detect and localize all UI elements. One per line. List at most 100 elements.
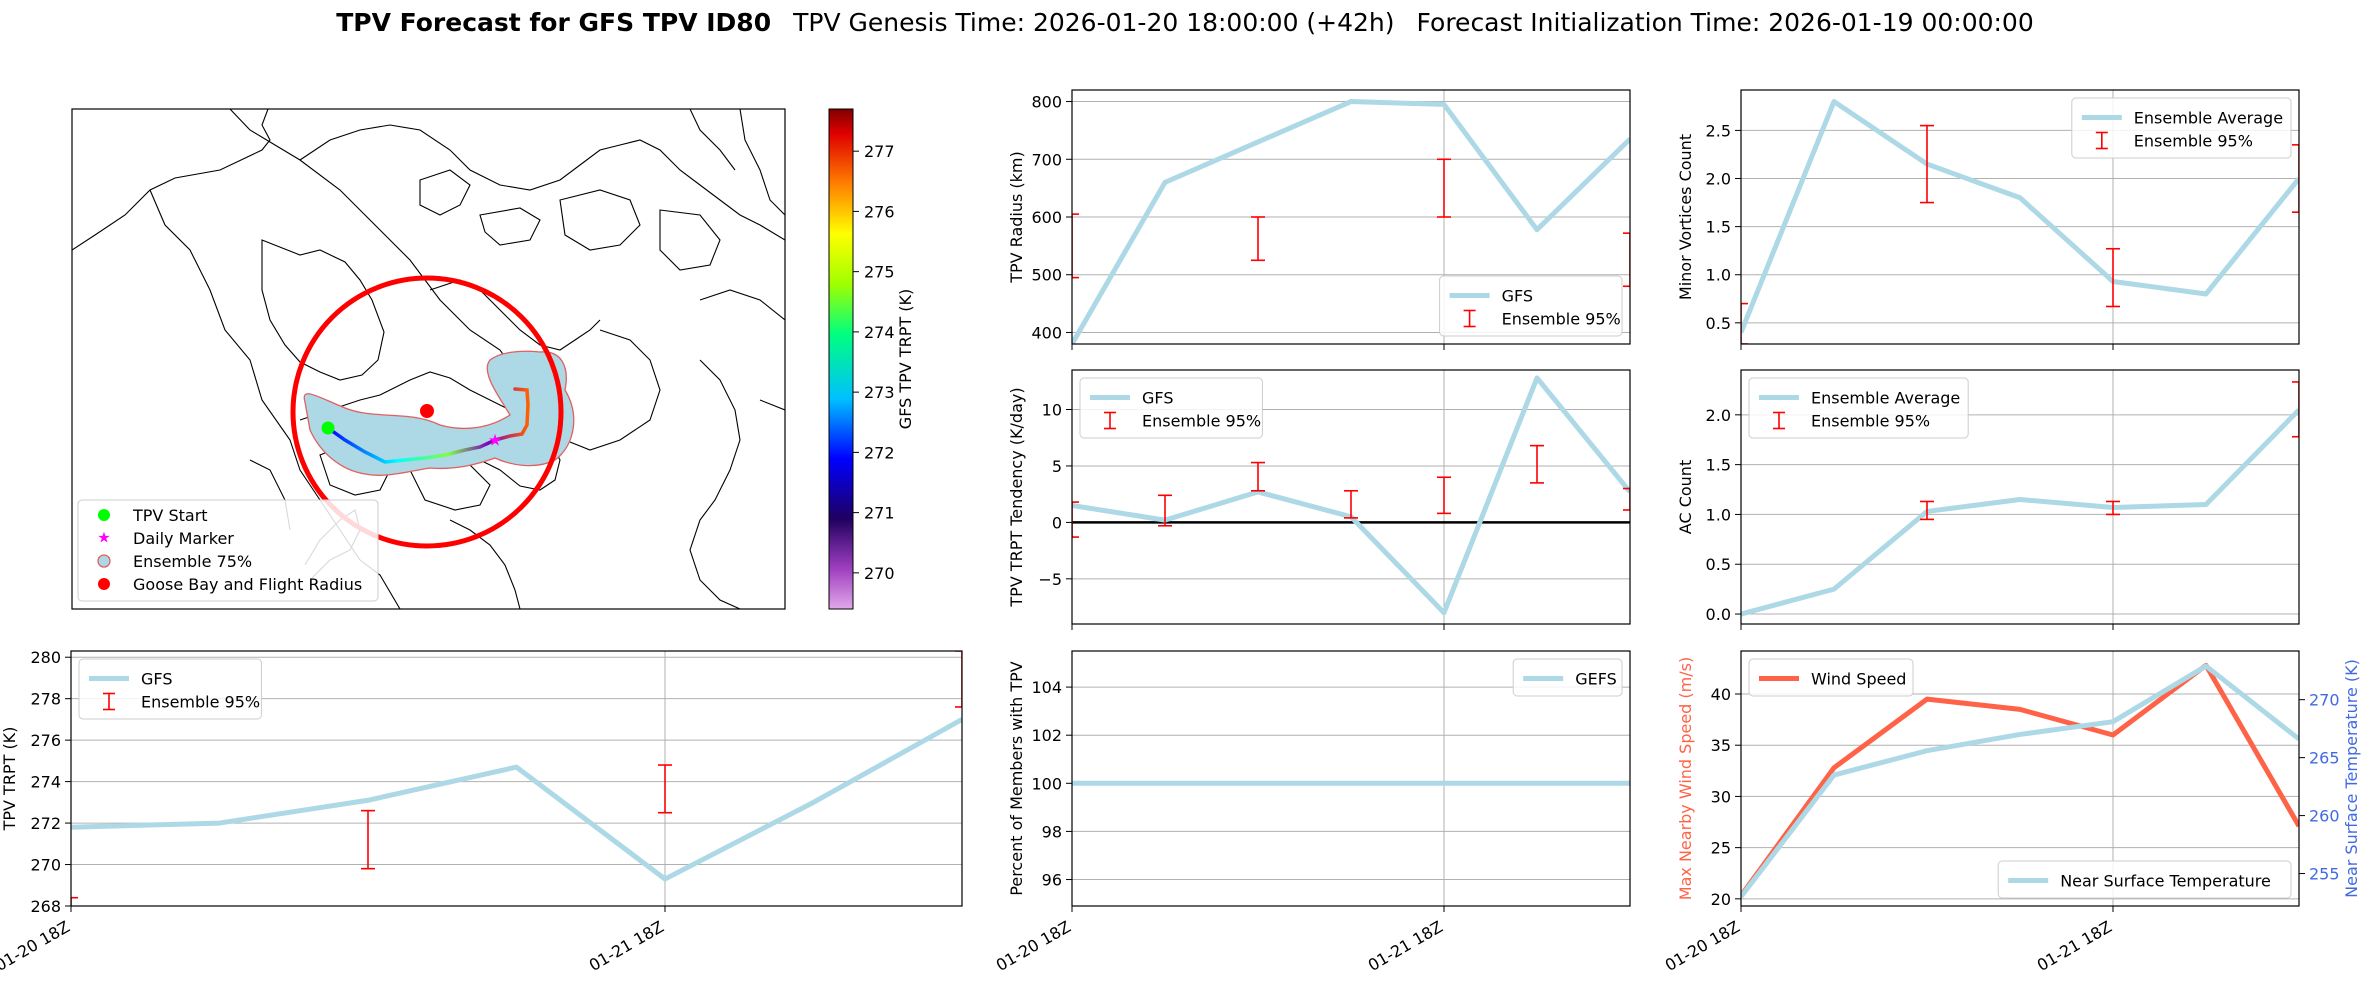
flight-radius-circle [290,275,564,549]
ytick-label: 274 [30,773,61,792]
axes-frame [1071,369,1631,625]
errorbar [1158,494,1172,527]
legend-label: GFS [141,670,172,689]
ytick-label: 2.5 [1706,121,1731,140]
ytick-label: 0.5 [1706,314,1731,333]
plot-area [1741,381,2299,617]
ylabel: TPV TRPT Tendency (K/day) [1007,387,1026,607]
ylabel: AC Count [1676,460,1695,534]
ylabel: Percent of Members with TPV [1007,661,1026,895]
plot-area [1072,99,1630,344]
errorbar [1741,302,1748,344]
colorbar-tick-label: 270 [864,564,895,583]
errorbar [1437,158,1451,218]
axes-frame [1740,89,2300,345]
ytick-label: −5 [1038,570,1062,589]
legend-daily-marker: Daily Marker [133,529,234,548]
ytick-label: 0 [1052,513,1062,532]
errorbar [1072,213,1079,279]
colorbar-ticks: 270 271 272 273 274 275 276 277 [853,142,895,583]
ytick-label: 1.5 [1706,218,1731,237]
chart-minor: 0.5 1.0 1.5 2.0 2.5 Minor Vortices Count Ensem… [1676,89,2300,350]
axes-frame [1071,650,1631,907]
xtick-label: 01-21 18Z [1365,917,1446,975]
errorbar [1251,216,1265,262]
title-bold: TPV Forecast for GFS TPV ID80 [336,8,771,37]
errorbar [1530,444,1544,484]
legend: GFS Ensemble 95% [1439,275,1623,337]
series-line-ensemble-average [1741,99,2299,334]
ytick-label: 40 [1711,685,1731,704]
errorbar [955,651,962,708]
ytick-label: 270 [30,856,61,875]
ylabel: TPV Radius (km) [1007,151,1026,284]
legend-goose-bay: Goose Bay and Flight Radius [133,575,362,594]
colorbar-tick-label: 276 [864,202,895,221]
figure-title: TPV Forecast for GFS TPV ID80 TPV Genesis… [336,8,2034,37]
legend-label: Ensemble 95% [141,693,260,712]
legend-tpv-start-icon [98,509,110,521]
ytick-label: 5 [1052,457,1062,476]
legend-box [1748,377,1969,439]
legend-tpv-start: TPV Start [132,506,208,525]
errorbar [2106,247,2120,308]
chart-radius: 400 500 600 700 800 TPV Radius (km) GFS Ensembl… [1007,89,1631,350]
xtick-label: 01-20 18Z [0,917,73,975]
ytick-label: 2.0 [1706,406,1731,425]
ytick-label: 102 [1031,726,1062,745]
ylabel: Max Nearby Wind Speed (m/s) [1676,657,1695,900]
ytick-label: 700 [1031,150,1062,169]
ytick-label: 10 [1042,401,1062,420]
errorbar [2292,144,2299,213]
ytick-label: 268 [30,897,61,916]
colorbar-tick-label: 277 [864,142,895,161]
legend-box [2071,97,2292,159]
ytick-right-label: 255 [2309,865,2340,884]
ytick-label: 0.0 [1706,605,1731,624]
chart-members: 96 98 100 102 104 01-20 18Z 01-21 18Z Percent o… [993,650,1631,975]
ytick-label: 1.0 [1706,266,1731,285]
xtick-label: 01-21 18Z [586,917,667,975]
legend: GFS Ensemble 95% [1079,377,1263,439]
colorbar-tick-label: 272 [864,443,895,462]
legend: Wind Speed [1748,658,1914,697]
title-init: Forecast Initialization Time: 2026-01-19… [1417,8,2034,37]
legend-label: Ensemble 95% [1142,412,1261,431]
colorbar-tick-label: 275 [864,263,895,282]
legend-label: Ensemble 95% [1502,310,1621,329]
ytick-label: 30 [1711,787,1731,806]
legend-label: Wind Speed [1811,670,1906,689]
xtick-label: 01-20 18Z [1662,917,1743,975]
chart-tendency: −5 0 5 10 TPV TRPT Tendency (K/day) GFS Ensemb… [1007,369,1631,630]
plot-area [71,651,962,906]
legend-label: Ensemble 95% [2134,132,2253,151]
errorbar [2106,500,2120,516]
ylabel-right: Near Surface Temperature (K) [2342,659,2361,898]
axes-frame [1071,89,1631,345]
errorbar [1437,476,1451,515]
ytick-label: 276 [30,731,61,750]
legend-label: Ensemble Average [1811,389,1960,408]
series-line-ensemble-average [1741,408,2299,617]
ylabel: TPV TRPT (K) [0,727,19,832]
colorbar-tick-label: 274 [864,323,895,342]
ytick-label: 25 [1711,839,1731,858]
series-line-near-surface-temperature [1741,663,2299,899]
colorbar-label: GFS TPV TRPT (K) [896,289,915,429]
ytick-label: 0.5 [1706,555,1731,574]
errorbar [71,896,78,906]
colorbar-tick-label: 271 [864,504,895,523]
ytick-label: 278 [30,690,61,709]
legend-ensemble-75-icon [97,554,111,568]
legend-label: GFS [1142,389,1173,408]
tpv-track [326,387,530,464]
ytick-label: 96 [1042,871,1062,890]
chart-wind: 20 25 30 35 40 01-20 18Z 01-21 18Z Max Nearby W… [1662,650,2361,975]
ytick-label: 600 [1031,208,1062,227]
legend-box [1079,377,1263,439]
ylabel: Minor Vortices Count [1676,134,1695,300]
map-coastlines [72,109,785,609]
ytick-right-label: 260 [2309,807,2340,826]
